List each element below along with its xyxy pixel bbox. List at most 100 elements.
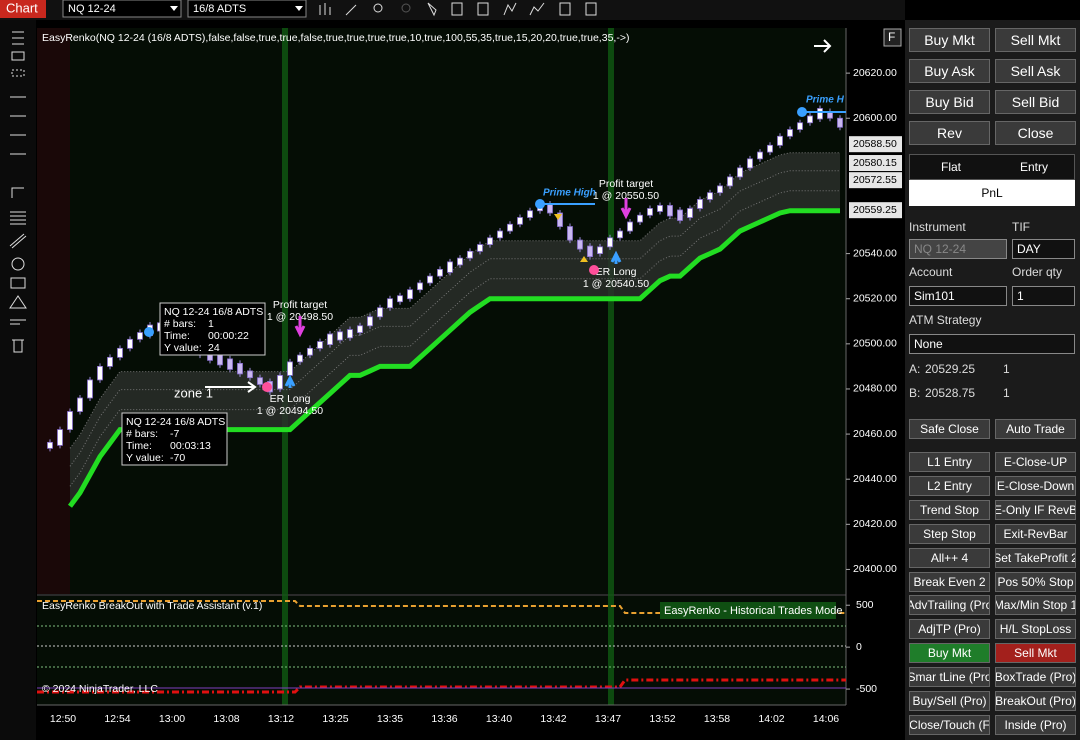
order-button[interactable]: Buy Bid [909, 90, 990, 114]
x-tick-label: 13:25 [322, 713, 348, 725]
f-button[interactable] [883, 28, 902, 47]
y-tick-label: 20480.00 [853, 383, 897, 395]
entry-arrow [610, 250, 622, 264]
band-edge [69, 190, 840, 487]
price-marker-label: 20559.25 [853, 204, 897, 216]
field-label: Account [909, 265, 953, 279]
strategy-button[interactable]: E-Close-UP [995, 452, 1076, 472]
order-button[interactable]: Buy Mkt [909, 28, 990, 52]
order-button[interactable]: Sell Mkt [995, 28, 1076, 52]
renko-bar [457, 257, 463, 266]
renko-bar [837, 117, 843, 128]
renko-bar [477, 244, 483, 252]
strategy-button[interactable]: BoxTrade (Pro) [995, 667, 1076, 688]
atm-select[interactable]: None [909, 334, 1075, 354]
strategy-button[interactable]: L2 Entry [909, 475, 990, 496]
renko-bar [297, 354, 303, 363]
field-label: Order qty [1012, 265, 1063, 279]
renko-bar [237, 362, 243, 375]
renko-bar [757, 151, 763, 160]
strategy-button[interactable]: Set TakeProfit 2 [995, 547, 1076, 568]
tooltip-header: NQ 12-24 16/8 ADTS [164, 306, 263, 318]
strategy-button[interactable]: BreakOut (Pro) [995, 691, 1076, 711]
renko-bar [87, 379, 93, 399]
strategy-button[interactable]: Step Stop [909, 523, 990, 544]
strategy-button[interactable]: Sell Mkt [995, 643, 1076, 664]
strategy-button[interactable]: E-Close-Down [995, 475, 1076, 496]
toolbar-icons[interactable] [319, 2, 597, 17]
trade-highlight [282, 28, 288, 705]
strategy-button[interactable]: L1 Entry [909, 452, 990, 472]
instrument: NQ 12-24 [68, 3, 116, 15]
x-tick-label: 14:02 [758, 713, 784, 725]
order-button[interactable]: Rev [909, 121, 990, 145]
scroll-arrow[interactable] [814, 39, 832, 53]
renko-bar [557, 212, 563, 227]
strategy-button[interactable]: Max/Min Stop 1 [995, 595, 1076, 616]
order-button[interactable]: Sell Bid [995, 90, 1076, 114]
renko-bar [437, 268, 443, 277]
strategy-button[interactable]: Smar tLine (Pro [909, 667, 990, 688]
instrument-dropdown[interactable] [62, 0, 182, 18]
strategy-button[interactable]: Exit-RevBar [995, 523, 1076, 544]
mode-label: EasyRenko - Historical Trades Mode [664, 605, 843, 617]
x-tick-label: 13:35 [377, 713, 403, 725]
strategy-button[interactable]: AdvTrailing (Pro [909, 595, 990, 616]
renko-bar [327, 333, 333, 345]
period-dropdown[interactable] [187, 0, 307, 18]
strategy-button[interactable]: Pos 50% Stop [995, 571, 1076, 592]
quote-price: 20529.25 [925, 362, 976, 376]
price-marker [849, 155, 902, 172]
qty-input[interactable]: 1 [1012, 286, 1075, 306]
strategy-button[interactable]: Close/Touch (F [909, 714, 990, 735]
y-tick-label: 20460.00 [853, 428, 897, 440]
y-tick-label: 500 [856, 599, 874, 611]
y-tick-label: 20440.00 [853, 473, 897, 485]
strategy-button[interactable]: Break Even 2 [909, 571, 990, 592]
quote-size: 1 [1003, 386, 1010, 400]
x-tick-label: 13:52 [649, 713, 675, 725]
exit-tick [580, 256, 588, 262]
strategy-button[interactable]: Inside (Pro) [995, 714, 1076, 735]
strategy-button[interactable]: Trend Stop [909, 499, 990, 520]
band-fill [70, 152, 840, 507]
renko-bar [727, 176, 733, 187]
order-button[interactable]: Sell Ask [995, 59, 1076, 83]
strategy-button[interactable]: Buy Mkt [909, 643, 990, 664]
mode-badge [660, 602, 836, 619]
renko-bar [117, 347, 123, 358]
measure-tooltip [121, 412, 228, 466]
x-tick-label: 13:58 [704, 713, 730, 725]
tif-select[interactable]: DAY [1012, 239, 1075, 259]
account-select[interactable]: Sim101 [909, 286, 1007, 306]
renko-bar [687, 208, 693, 218]
price-marker [849, 172, 902, 189]
strategy-button[interactable]: AdjTP (Pro) [909, 619, 990, 640]
strategy-button[interactable]: All++ 4 [909, 547, 990, 568]
renko-bar [577, 239, 583, 250]
copyright: © 2024 NinjaTrader, LLC [42, 683, 158, 695]
signal-detail: 1 @ 20550.50 [593, 190, 659, 202]
order-button[interactable]: Buy Ask [909, 59, 990, 83]
chart-title: EasyRenko(NQ 12-24 (16/8 ADTS),false,fal… [42, 32, 629, 44]
instrument-select[interactable]: NQ 12-24 [909, 239, 1007, 259]
tooltip-key: # bars: [164, 318, 196, 330]
strategy-button[interactable]: H/L StopLoss [995, 619, 1076, 640]
safe-close-button[interactable]: Safe Close [909, 419, 990, 439]
renko-bar [137, 332, 143, 340]
order-button[interactable]: Close [995, 121, 1076, 145]
renko-bar [57, 429, 63, 446]
x-tick-label: 14:06 [813, 713, 839, 725]
app-tab[interactable] [0, 0, 46, 18]
renko-bar [517, 217, 523, 225]
drawing-tools[interactable] [9, 31, 27, 353]
renko-bar [107, 356, 113, 367]
strategy-button[interactable]: E-Only IF RevB [995, 499, 1076, 520]
auto-trade-button[interactable]: Auto Trade [995, 419, 1076, 439]
lower-lines [37, 600, 846, 694]
renko-bar [67, 411, 73, 430]
renko-bar [637, 214, 643, 223]
flat-label: Flat [941, 160, 962, 174]
strategy-button[interactable]: Buy/Sell (Pro) [909, 691, 990, 711]
renko-bar [607, 237, 613, 248]
